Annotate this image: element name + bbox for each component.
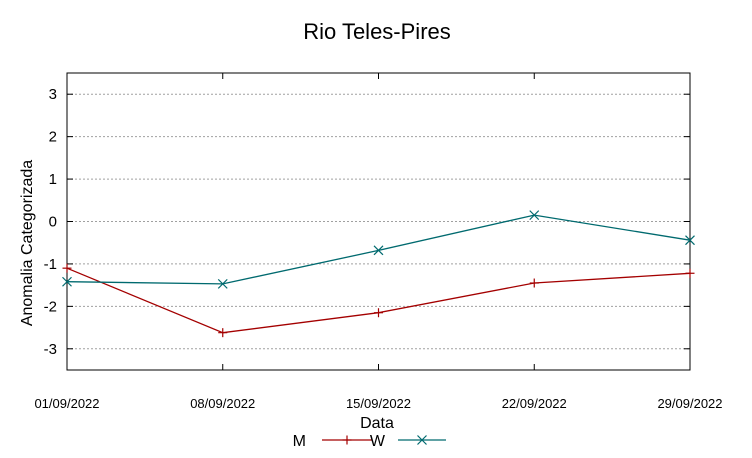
data-point-m [218,328,228,338]
x-tick-label: 08/09/2022 [190,396,255,411]
x-tick-label: 01/09/2022 [34,396,99,411]
series-line-m [66,267,691,334]
data-point-m [62,263,72,273]
x-tick-label: 22/09/2022 [502,396,567,411]
legend-label-w: W [370,433,386,450]
series-line-w [66,214,691,285]
chart-title: Rio Teles-Pires [303,19,451,44]
y-tick-label: 1 [49,171,57,188]
data-point-m [685,268,695,278]
y-tick-label: 0 [49,214,57,231]
data-point-w [62,276,72,287]
plot-frame [66,72,691,371]
x-tick-label: 15/09/2022 [346,396,411,411]
legend-label-m: M [293,433,306,450]
data-point-w [685,235,695,246]
x-axis-label: Data [360,415,394,432]
legend-marker-m [342,435,352,445]
y-axis-label: Anomalia Categorizada [19,160,36,326]
y-tick-label: -3 [44,341,57,358]
x-tick-label: 29/09/2022 [657,396,722,411]
data-point-m [374,308,383,318]
data-point-w [373,245,384,256]
legend-marker-w [417,435,427,445]
data-point-w [529,210,540,221]
data-point-m [529,278,539,288]
plot-area: 3 2 1 0 -1 -2 -3 01/09/2022 08/09/2022 15/09/2022… [34,72,723,411]
data-point-w [217,278,228,289]
y-tick-label: 2 [49,129,57,146]
y-tick-label: -1 [44,256,57,273]
y-tick-label: 3 [49,86,57,103]
y-tick-label: -2 [44,298,57,315]
